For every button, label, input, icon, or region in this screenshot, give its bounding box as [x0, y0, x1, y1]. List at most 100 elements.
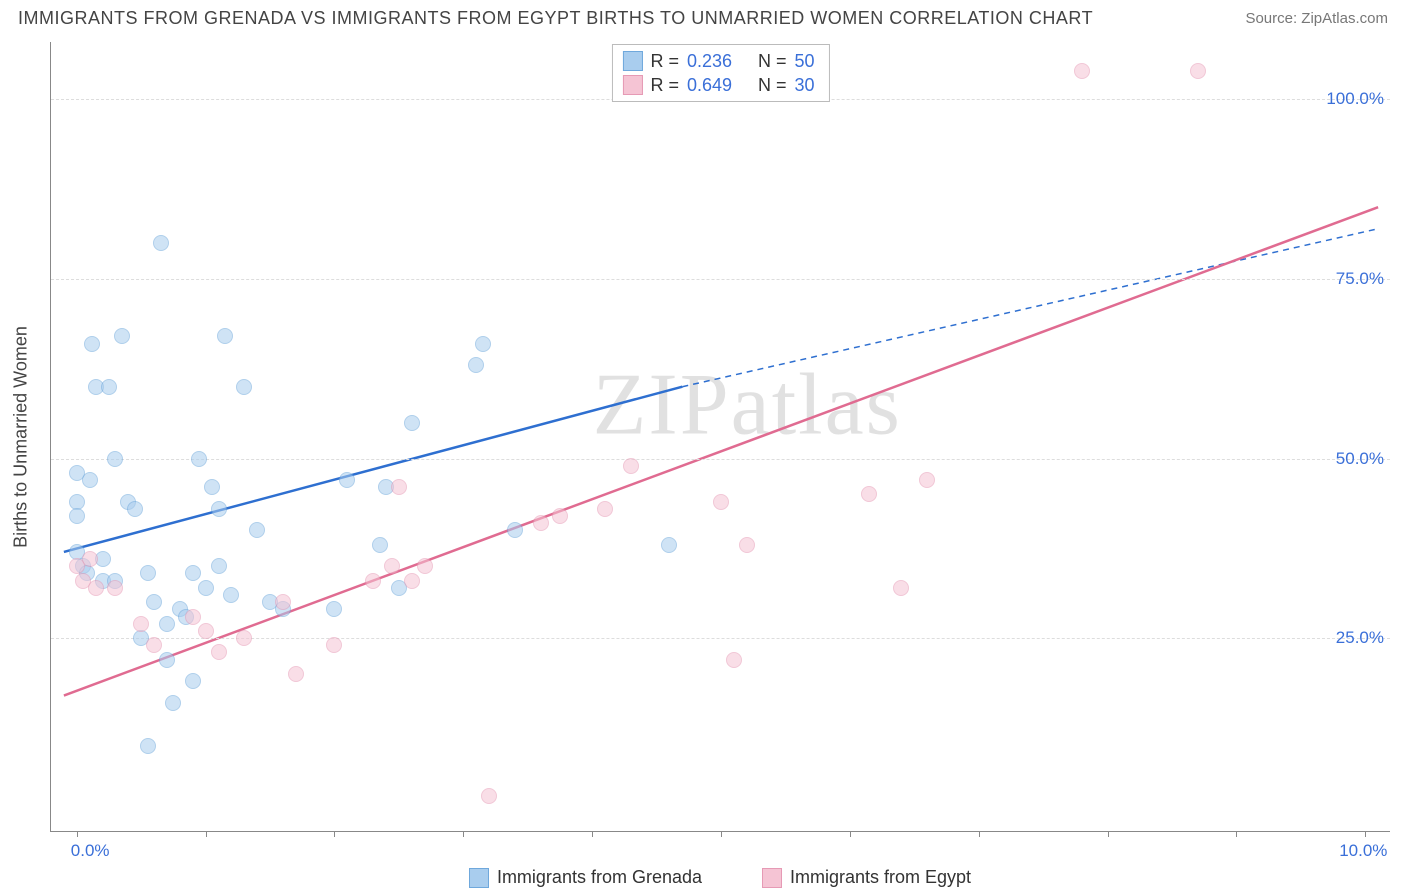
data-point	[468, 357, 484, 373]
r-label: R =	[650, 73, 679, 97]
x-tick	[334, 831, 335, 837]
data-point	[372, 537, 388, 553]
x-tick	[1365, 831, 1366, 837]
data-point	[893, 580, 909, 596]
data-point	[236, 630, 252, 646]
x-tick	[206, 831, 207, 837]
stats-row-egypt: R = 0.649 N = 30	[622, 73, 814, 97]
data-point	[159, 616, 175, 632]
data-point	[365, 573, 381, 589]
data-point	[623, 458, 639, 474]
data-point	[384, 558, 400, 574]
data-point	[88, 580, 104, 596]
data-point	[185, 673, 201, 689]
data-point	[159, 652, 175, 668]
data-point	[204, 479, 220, 495]
data-point	[417, 558, 433, 574]
data-point	[236, 379, 252, 395]
data-point	[101, 379, 117, 395]
data-point	[82, 551, 98, 567]
x-tick	[592, 831, 593, 837]
data-point	[404, 573, 420, 589]
n-label: N =	[758, 49, 787, 73]
data-point	[82, 472, 98, 488]
data-point	[198, 580, 214, 596]
data-point	[661, 537, 677, 553]
swatch-egypt	[622, 75, 642, 95]
data-point	[146, 637, 162, 653]
data-point	[597, 501, 613, 517]
y-tick-label: 50.0%	[1336, 449, 1384, 469]
x-tick	[77, 831, 78, 837]
r-label: R =	[650, 49, 679, 73]
data-point	[1074, 63, 1090, 79]
data-point	[140, 738, 156, 754]
legend-item-egypt: Immigrants from Egypt	[762, 867, 971, 888]
data-point	[339, 472, 355, 488]
watermark: ZIPatlas	[593, 354, 902, 455]
legend-label: Immigrants from Grenada	[497, 867, 702, 888]
data-point	[919, 472, 935, 488]
data-point	[481, 788, 497, 804]
plot-area: Births to Unmarried Women R = 0.236 N = …	[50, 42, 1390, 832]
data-point	[107, 451, 123, 467]
data-point	[475, 336, 491, 352]
data-point	[165, 695, 181, 711]
data-point	[107, 580, 123, 596]
data-point	[185, 565, 201, 581]
data-point	[726, 652, 742, 668]
data-point	[533, 515, 549, 531]
data-point	[223, 587, 239, 603]
n-label: N =	[758, 73, 787, 97]
source-label: Source: ZipAtlas.com	[1245, 10, 1388, 27]
r-value-grenada: 0.236	[687, 49, 732, 73]
data-point	[185, 609, 201, 625]
data-point	[84, 336, 100, 352]
swatch-grenada	[469, 868, 489, 888]
x-tick-label: 0.0%	[71, 841, 110, 861]
y-tick-label: 100.0%	[1326, 89, 1384, 109]
x-tick	[979, 831, 980, 837]
data-point	[713, 494, 729, 510]
swatch-egypt	[762, 868, 782, 888]
r-value-egypt: 0.649	[687, 73, 732, 97]
data-point	[552, 508, 568, 524]
x-tick-label: 10.0%	[1339, 841, 1387, 861]
n-value-grenada: 50	[795, 49, 815, 73]
data-point	[507, 522, 523, 538]
chart-title: IMMIGRANTS FROM GRENADA VS IMMIGRANTS FR…	[18, 8, 1093, 29]
data-point	[861, 486, 877, 502]
data-point	[275, 594, 291, 610]
data-point	[140, 565, 156, 581]
data-point	[391, 479, 407, 495]
x-tick	[1108, 831, 1109, 837]
data-point	[326, 601, 342, 617]
data-point	[211, 501, 227, 517]
correlation-stats-box: R = 0.236 N = 50 R = 0.649 N = 30	[611, 44, 829, 102]
data-point	[153, 235, 169, 251]
legend-item-grenada: Immigrants from Grenada	[469, 867, 702, 888]
x-tick	[850, 831, 851, 837]
y-axis-label: Births to Unmarried Women	[11, 326, 32, 548]
swatch-grenada	[622, 51, 642, 71]
trend-lines	[51, 42, 1391, 832]
x-tick	[463, 831, 464, 837]
data-point	[326, 637, 342, 653]
bottom-legend: Immigrants from Grenada Immigrants from …	[50, 867, 1390, 888]
gridline-h	[51, 279, 1390, 280]
y-tick-label: 25.0%	[1336, 628, 1384, 648]
data-point	[288, 666, 304, 682]
legend-label: Immigrants from Egypt	[790, 867, 971, 888]
data-point	[146, 594, 162, 610]
data-point	[114, 328, 130, 344]
data-point	[739, 537, 755, 553]
data-point	[191, 451, 207, 467]
stats-row-grenada: R = 0.236 N = 50	[622, 49, 814, 73]
gridline-h	[51, 459, 1390, 460]
x-tick	[1236, 831, 1237, 837]
data-point	[211, 644, 227, 660]
data-point	[211, 558, 227, 574]
data-point	[69, 508, 85, 524]
data-point	[1190, 63, 1206, 79]
y-tick-label: 75.0%	[1336, 269, 1384, 289]
